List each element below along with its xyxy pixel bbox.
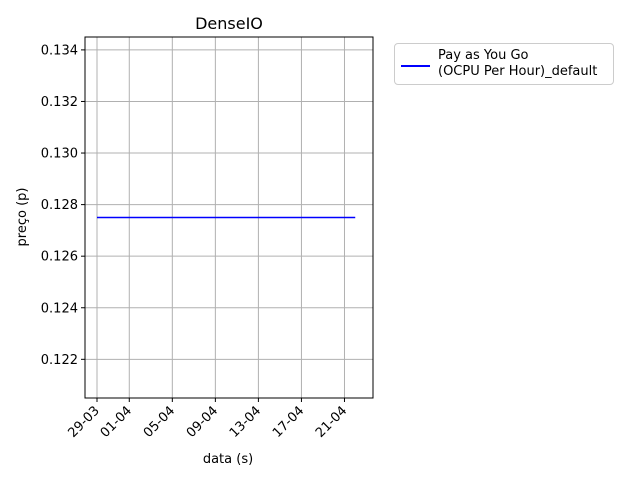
legend-line-marker (401, 65, 430, 67)
x-tick-label: 01-04 (98, 403, 135, 440)
legend: Pay as You Go (OCPU Per Hour)_default (394, 43, 614, 85)
chart-title: DenseIO (195, 14, 263, 33)
plot-area-frame (84, 36, 374, 399)
x-tick-label: 05-04 (141, 403, 178, 440)
y-tick-label: 0.126 (41, 250, 78, 265)
y-tick-label: 0.134 (41, 43, 78, 58)
x-tick-label: 13-04 (227, 403, 264, 440)
legend-label: Pay as You Go (OCPU Per Hour)_default (438, 48, 598, 79)
y-tick-label: 0.132 (41, 95, 78, 110)
y-tick-label: 0.128 (41, 198, 78, 213)
y-axis-label: preço (p) (15, 188, 30, 247)
x-axis-label: data (s) (203, 452, 253, 467)
x-tick-label: 09-04 (184, 403, 221, 440)
y-tick-label: 0.122 (41, 353, 78, 368)
x-tick-label: 29-03 (66, 403, 103, 440)
x-tick-label: 17-04 (270, 403, 307, 440)
x-tick-label: 21-04 (313, 403, 350, 440)
y-tick-label: 0.124 (41, 301, 78, 316)
y-axis-ticks: 0.122 0.124 0.126 0.128 0.130 0.132 0.134 (41, 43, 85, 368)
y-tick-label: 0.130 (41, 147, 78, 162)
